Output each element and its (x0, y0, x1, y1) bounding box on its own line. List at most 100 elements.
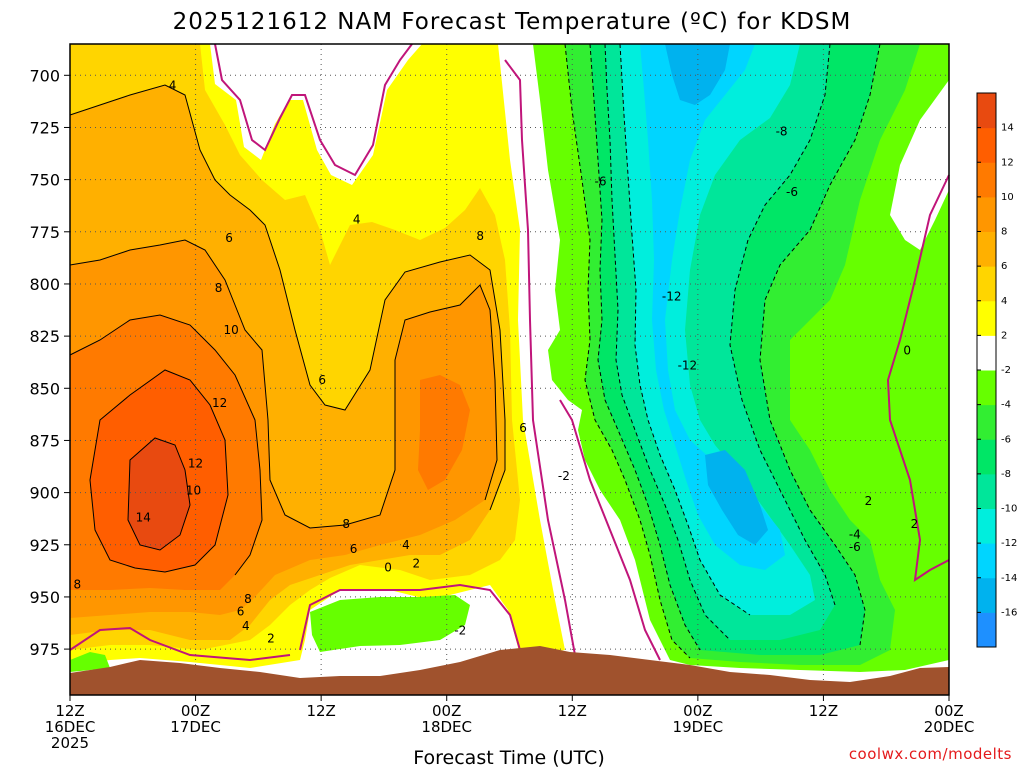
y-tick-label: 800 (29, 275, 60, 294)
contour-label: 8 (244, 592, 252, 606)
contour-label: 12 (188, 456, 203, 470)
contour-label: -4 (849, 527, 861, 541)
contour-label: 2 (865, 494, 873, 508)
y-tick-label: 900 (29, 484, 60, 503)
freezing-line-east (559, 399, 661, 661)
y-tick-label: 700 (29, 66, 60, 85)
y-tick-label: 825 (29, 327, 60, 346)
colorbar-segment (977, 473, 996, 509)
contour-label: 10 (186, 484, 201, 498)
contour-label: 4 (402, 538, 410, 552)
contour-lines-negative (564, 43, 881, 659)
contour-label: 14 (136, 511, 151, 525)
contour-label: -2 (454, 623, 466, 637)
colorbar-label: -12 (1001, 538, 1017, 549)
contour-label: 8 (476, 229, 484, 243)
x-tick-label: 00Z (683, 702, 712, 720)
colorbar-label: -6 (1001, 434, 1011, 445)
colorbar-segment (977, 577, 996, 613)
colorbar-segment (977, 127, 996, 163)
colorbar-segment (977, 508, 996, 544)
contour-line-4 (69, 84, 506, 511)
plot-area: 468101212101488642468604286-2-2-6-12-12-… (69, 43, 950, 696)
colorbar-segment (977, 370, 996, 406)
x-tick-label: 12Z (809, 702, 838, 720)
y-tick-label: 750 (29, 171, 60, 190)
contour-label: -6 (786, 185, 798, 199)
contour-line-neg8 (604, 43, 731, 641)
contour-label: -2 (558, 469, 570, 483)
colorbar-segment (977, 93, 996, 129)
colorbar-label: 8 (1001, 227, 1007, 238)
contour-line-neg6b (729, 43, 836, 606)
colorbar-label: -8 (1001, 469, 1011, 480)
contour-line-8 (69, 314, 263, 576)
x-tick-label: 12Z (55, 702, 84, 720)
contour-line-10 (89, 369, 229, 573)
colorbar: -16 -14 -12 -10 -8 -6 -4 -2 2 4 6 8 10 12 14 (976, 92, 1017, 648)
y-tick-label: 725 (29, 118, 60, 137)
x-tick-label: 2025 (51, 734, 89, 752)
contour-label: 4 (353, 212, 361, 226)
contour-label: 2 (911, 517, 919, 531)
contour-label: 0 (903, 344, 911, 358)
freezing-lines (69, 43, 950, 662)
contour-label: 8 (342, 517, 350, 531)
warm-temperature-region-14 (128, 438, 190, 550)
colorbar-segment (977, 612, 996, 648)
y-tick-label: 950 (29, 588, 60, 607)
plot-frame (69, 43, 950, 696)
credit-link[interactable]: coolwx.com/modelts (849, 745, 1012, 763)
x-tick-label: 20DEC (924, 718, 975, 736)
contour-line-neg4 (564, 43, 691, 659)
freezing-line-west (214, 43, 413, 177)
contour-label: 8 (215, 281, 223, 295)
colorbar-segment (977, 196, 996, 232)
contour-label: 6 (237, 605, 245, 619)
cold-temperature-region-12 (640, 44, 785, 570)
contour-label: -6 (849, 540, 861, 554)
colorbar-segment (977, 335, 996, 371)
contour-label: -12 (662, 289, 682, 303)
colorbar-label: -16 (1001, 607, 1017, 618)
freezing-line-sw (69, 626, 291, 662)
y-tick-label: 975 (29, 640, 60, 659)
colorbar-segment (977, 231, 996, 267)
y-axis-ticks: 700 725 750 775 800 825 850 875 900 925 950 975 (29, 66, 70, 659)
contour-label: -6 (595, 175, 607, 189)
colorbar-segment (977, 543, 996, 579)
x-tick-label: 12Z (306, 702, 335, 720)
x-tick-label: 17DEC (170, 718, 221, 736)
contour-label: 4 (242, 619, 250, 633)
contour-label: 8 (74, 577, 82, 591)
colorbar-label: 6 (1001, 261, 1007, 272)
chart-title: 2025121612 NAM Forecast Temperature (ºC)… (173, 9, 852, 35)
colorbar-label: -2 (1001, 365, 1011, 376)
contour-line-neg6 (589, 43, 701, 651)
colorbar-segment (977, 266, 996, 302)
colorbar-segment (977, 439, 996, 475)
contour-line-neg10 (619, 43, 751, 616)
colorbar-label: 2 (1001, 330, 1007, 341)
contour-label: 12 (212, 396, 227, 410)
colorbar-label: 4 (1001, 296, 1007, 307)
x-tick-label: 00Z (432, 702, 461, 720)
contour-label: 4 (169, 79, 177, 93)
y-tick-label: 775 (29, 223, 60, 242)
x-tick-label: 00Z (934, 702, 963, 720)
x-tick-label: 18DEC (421, 718, 472, 736)
colorbar-label: -14 (1001, 573, 1017, 584)
contour-line-12 (127, 437, 191, 551)
contour-label: 2 (267, 632, 275, 646)
terrain (70, 646, 949, 695)
y-tick-label: 875 (29, 431, 60, 450)
x-tick-label: 16DEC (45, 718, 96, 736)
x-tick-label: 12Z (558, 702, 587, 720)
y-tick-label: 925 (29, 536, 60, 555)
colorbar-label: 10 (1001, 192, 1014, 203)
colorbar-segment (977, 300, 996, 336)
x-axis-label: Forecast Time (UTC) (413, 747, 604, 768)
freezing-line-low (299, 583, 521, 651)
